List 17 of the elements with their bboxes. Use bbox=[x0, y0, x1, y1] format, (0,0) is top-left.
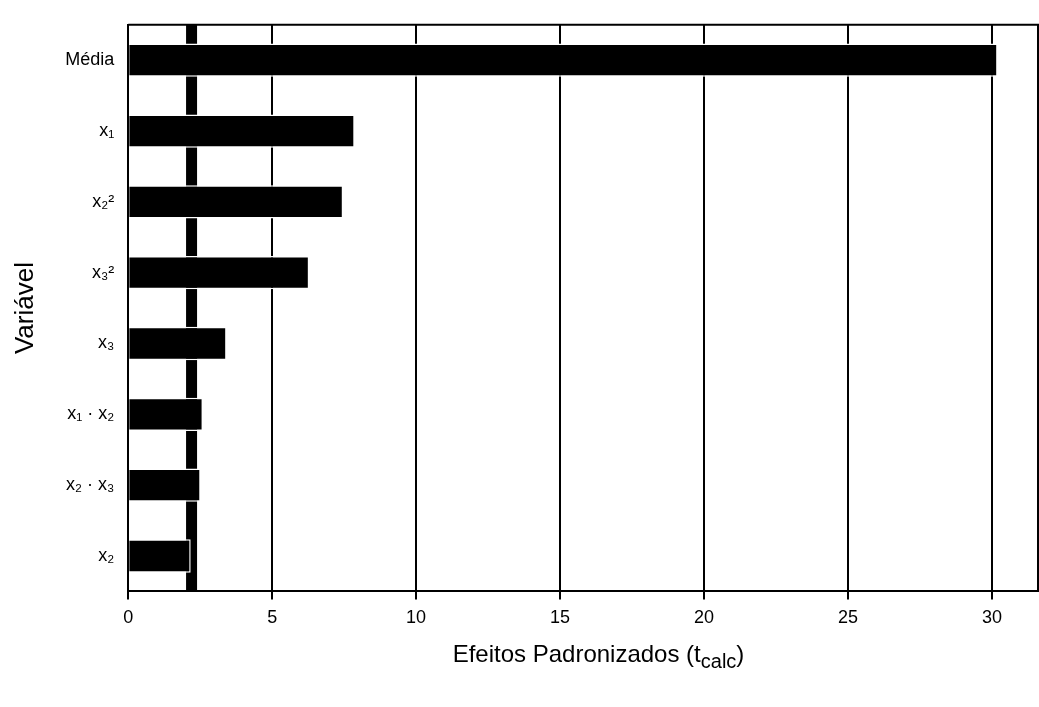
x-tick-label: 20 bbox=[694, 607, 715, 628]
x-tick-label: 30 bbox=[981, 607, 1002, 628]
y-tick-label: x₃ bbox=[97, 332, 115, 353]
x-tick-label: 10 bbox=[406, 607, 427, 628]
y-tick-label: x₁ · x₂ bbox=[67, 403, 115, 424]
y-tick-label: x₂ bbox=[98, 544, 115, 565]
x-axis-title: Efeitos Padronizados (t$_{calc}$) bbox=[451, 640, 746, 673]
x-tick-label: 25 bbox=[837, 607, 858, 628]
y-tick-label: Média bbox=[65, 49, 116, 70]
y-tick-label: x₁ bbox=[99, 120, 115, 141]
y-axis-title: Variável bbox=[8, 262, 39, 355]
y-tick-label: x₃² bbox=[91, 261, 115, 282]
x-tick-label: 15 bbox=[550, 607, 571, 628]
x-tick-label: 0 bbox=[123, 607, 134, 628]
x-tick-label: 5 bbox=[267, 607, 278, 628]
y-tick-label: x₂² bbox=[92, 190, 115, 211]
y-tick-label: x₂ · x₃ bbox=[65, 474, 115, 495]
